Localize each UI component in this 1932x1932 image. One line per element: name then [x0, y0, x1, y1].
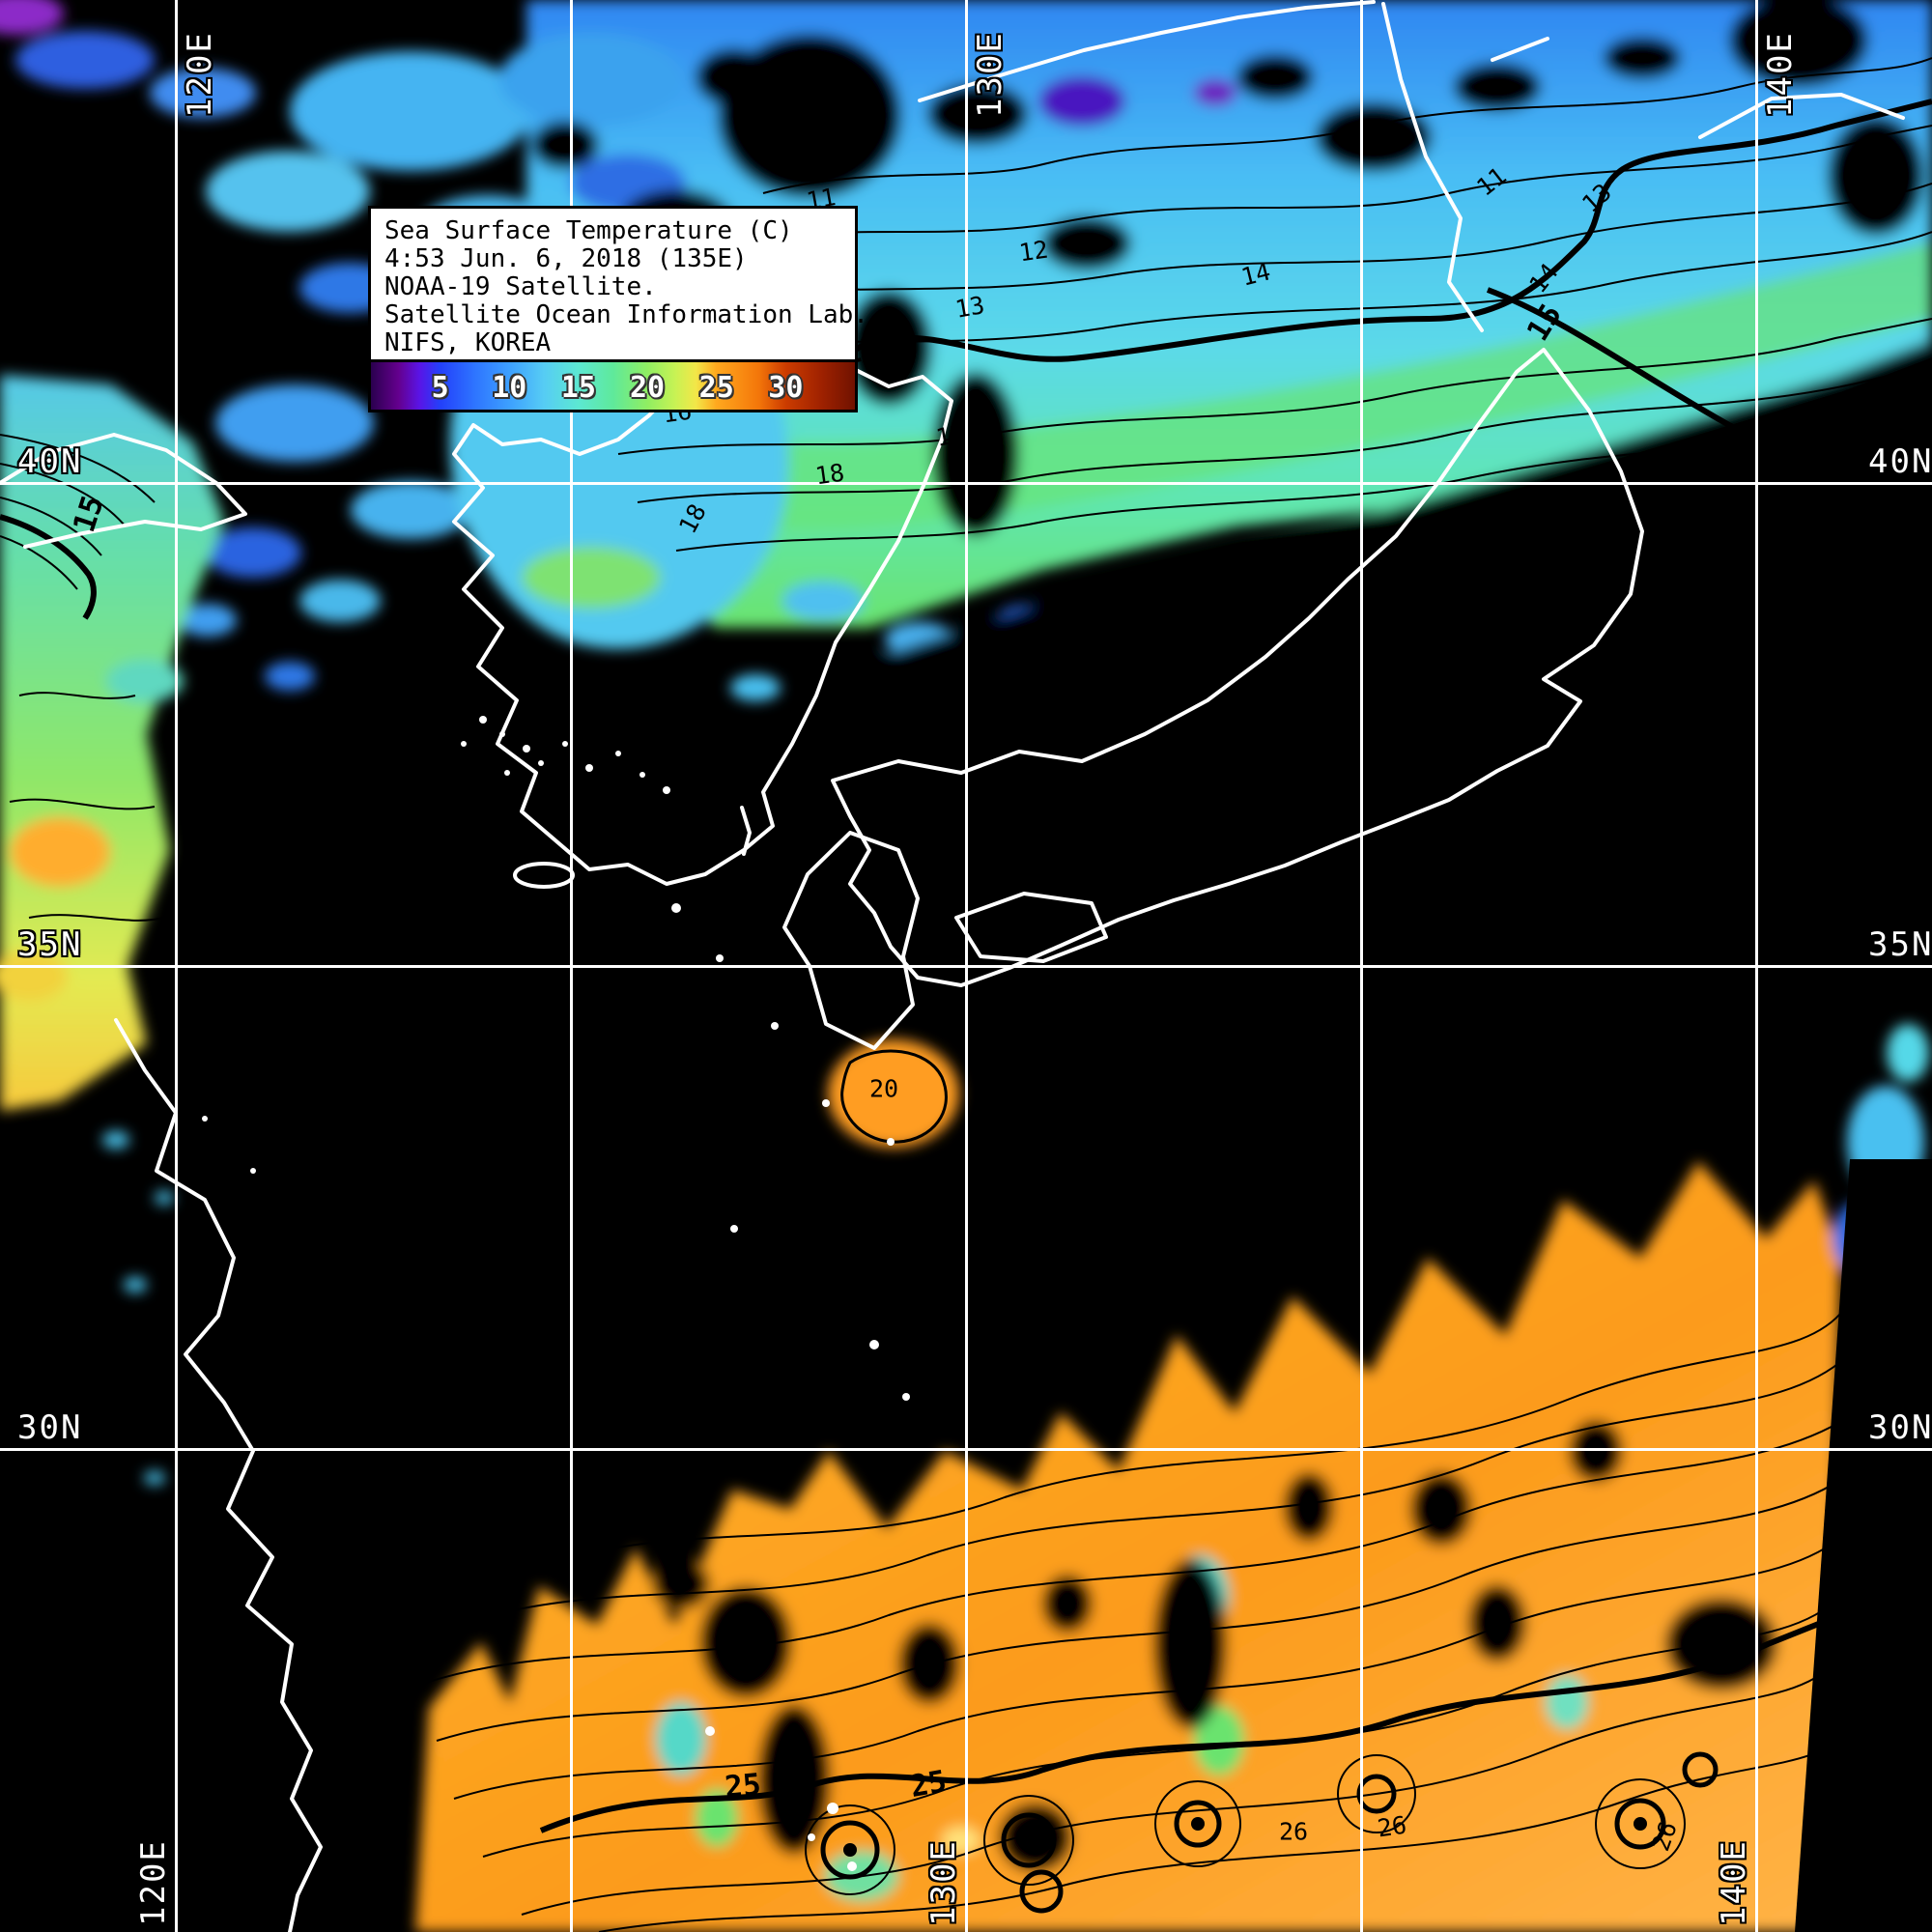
lat-label-30n-left: 30N	[17, 1408, 83, 1447]
isotherm-contours	[0, 57, 1932, 1932]
contour-label: 25	[723, 1767, 763, 1805]
legend-title: Sea Surface Temperature (C)	[384, 216, 793, 245]
legend-box: Sea Surface Temperature (C) 4:53 Jun. 6,…	[368, 206, 868, 368]
temperature-colorbar: 5 10 15 20 25 30	[368, 359, 858, 412]
contour-label: 12	[1017, 235, 1050, 268]
swath-edge	[1795, 1159, 1932, 1932]
colorbar-tick-15: 15	[560, 371, 596, 405]
gridline-35n	[0, 965, 1932, 968]
contour-label: 17	[933, 419, 968, 452]
contour-label: 18	[673, 498, 712, 539]
contour-label: 15	[67, 491, 111, 537]
eddy-centres	[843, 1817, 1647, 1857]
contour-label: 26	[1646, 1817, 1683, 1856]
lat-label-40n-left: 40N	[17, 442, 83, 481]
contour-label: 18	[813, 458, 846, 491]
colorbar-tick-30: 30	[768, 371, 804, 405]
colorbar-tick-5: 5	[431, 371, 449, 405]
gridline-30n	[0, 1448, 1932, 1451]
lat-label-40n-right: 40N	[1868, 442, 1932, 481]
lat-label-35n-right: 35N	[1868, 925, 1932, 964]
contour-label: 11	[1471, 161, 1512, 202]
contour-label: 26	[1278, 1817, 1309, 1846]
contour-label: 14	[1523, 258, 1564, 298]
colorbar-tick-10: 10	[492, 371, 527, 405]
island-specks	[202, 716, 910, 1871]
legend-org: NIFS, KOREA	[384, 328, 552, 357]
contour-label: 13	[952, 291, 987, 324]
legend-datetime: 4:53 Jun. 6, 2018 (135E)	[384, 244, 748, 273]
contour-label: 25	[907, 1764, 950, 1804]
contour-label: 14	[1237, 257, 1274, 292]
contour-label: 26	[1376, 1810, 1408, 1843]
legend-lab: Satellite Ocean Information Lab.	[384, 300, 868, 329]
colorbar-tick-20: 20	[630, 371, 666, 405]
colorbar-tick-25: 25	[698, 371, 734, 405]
contour-label: 13	[1577, 178, 1617, 218]
lat-label-35n-left: 35N	[17, 925, 83, 964]
legend-satellite: NOAA-19 Satellite.	[384, 272, 657, 301]
contour-label: 15	[1520, 298, 1570, 348]
lat-label-30n-right: 30N	[1868, 1408, 1932, 1447]
gridline-40n	[0, 482, 1932, 485]
contour-label: 20	[868, 1074, 899, 1103]
